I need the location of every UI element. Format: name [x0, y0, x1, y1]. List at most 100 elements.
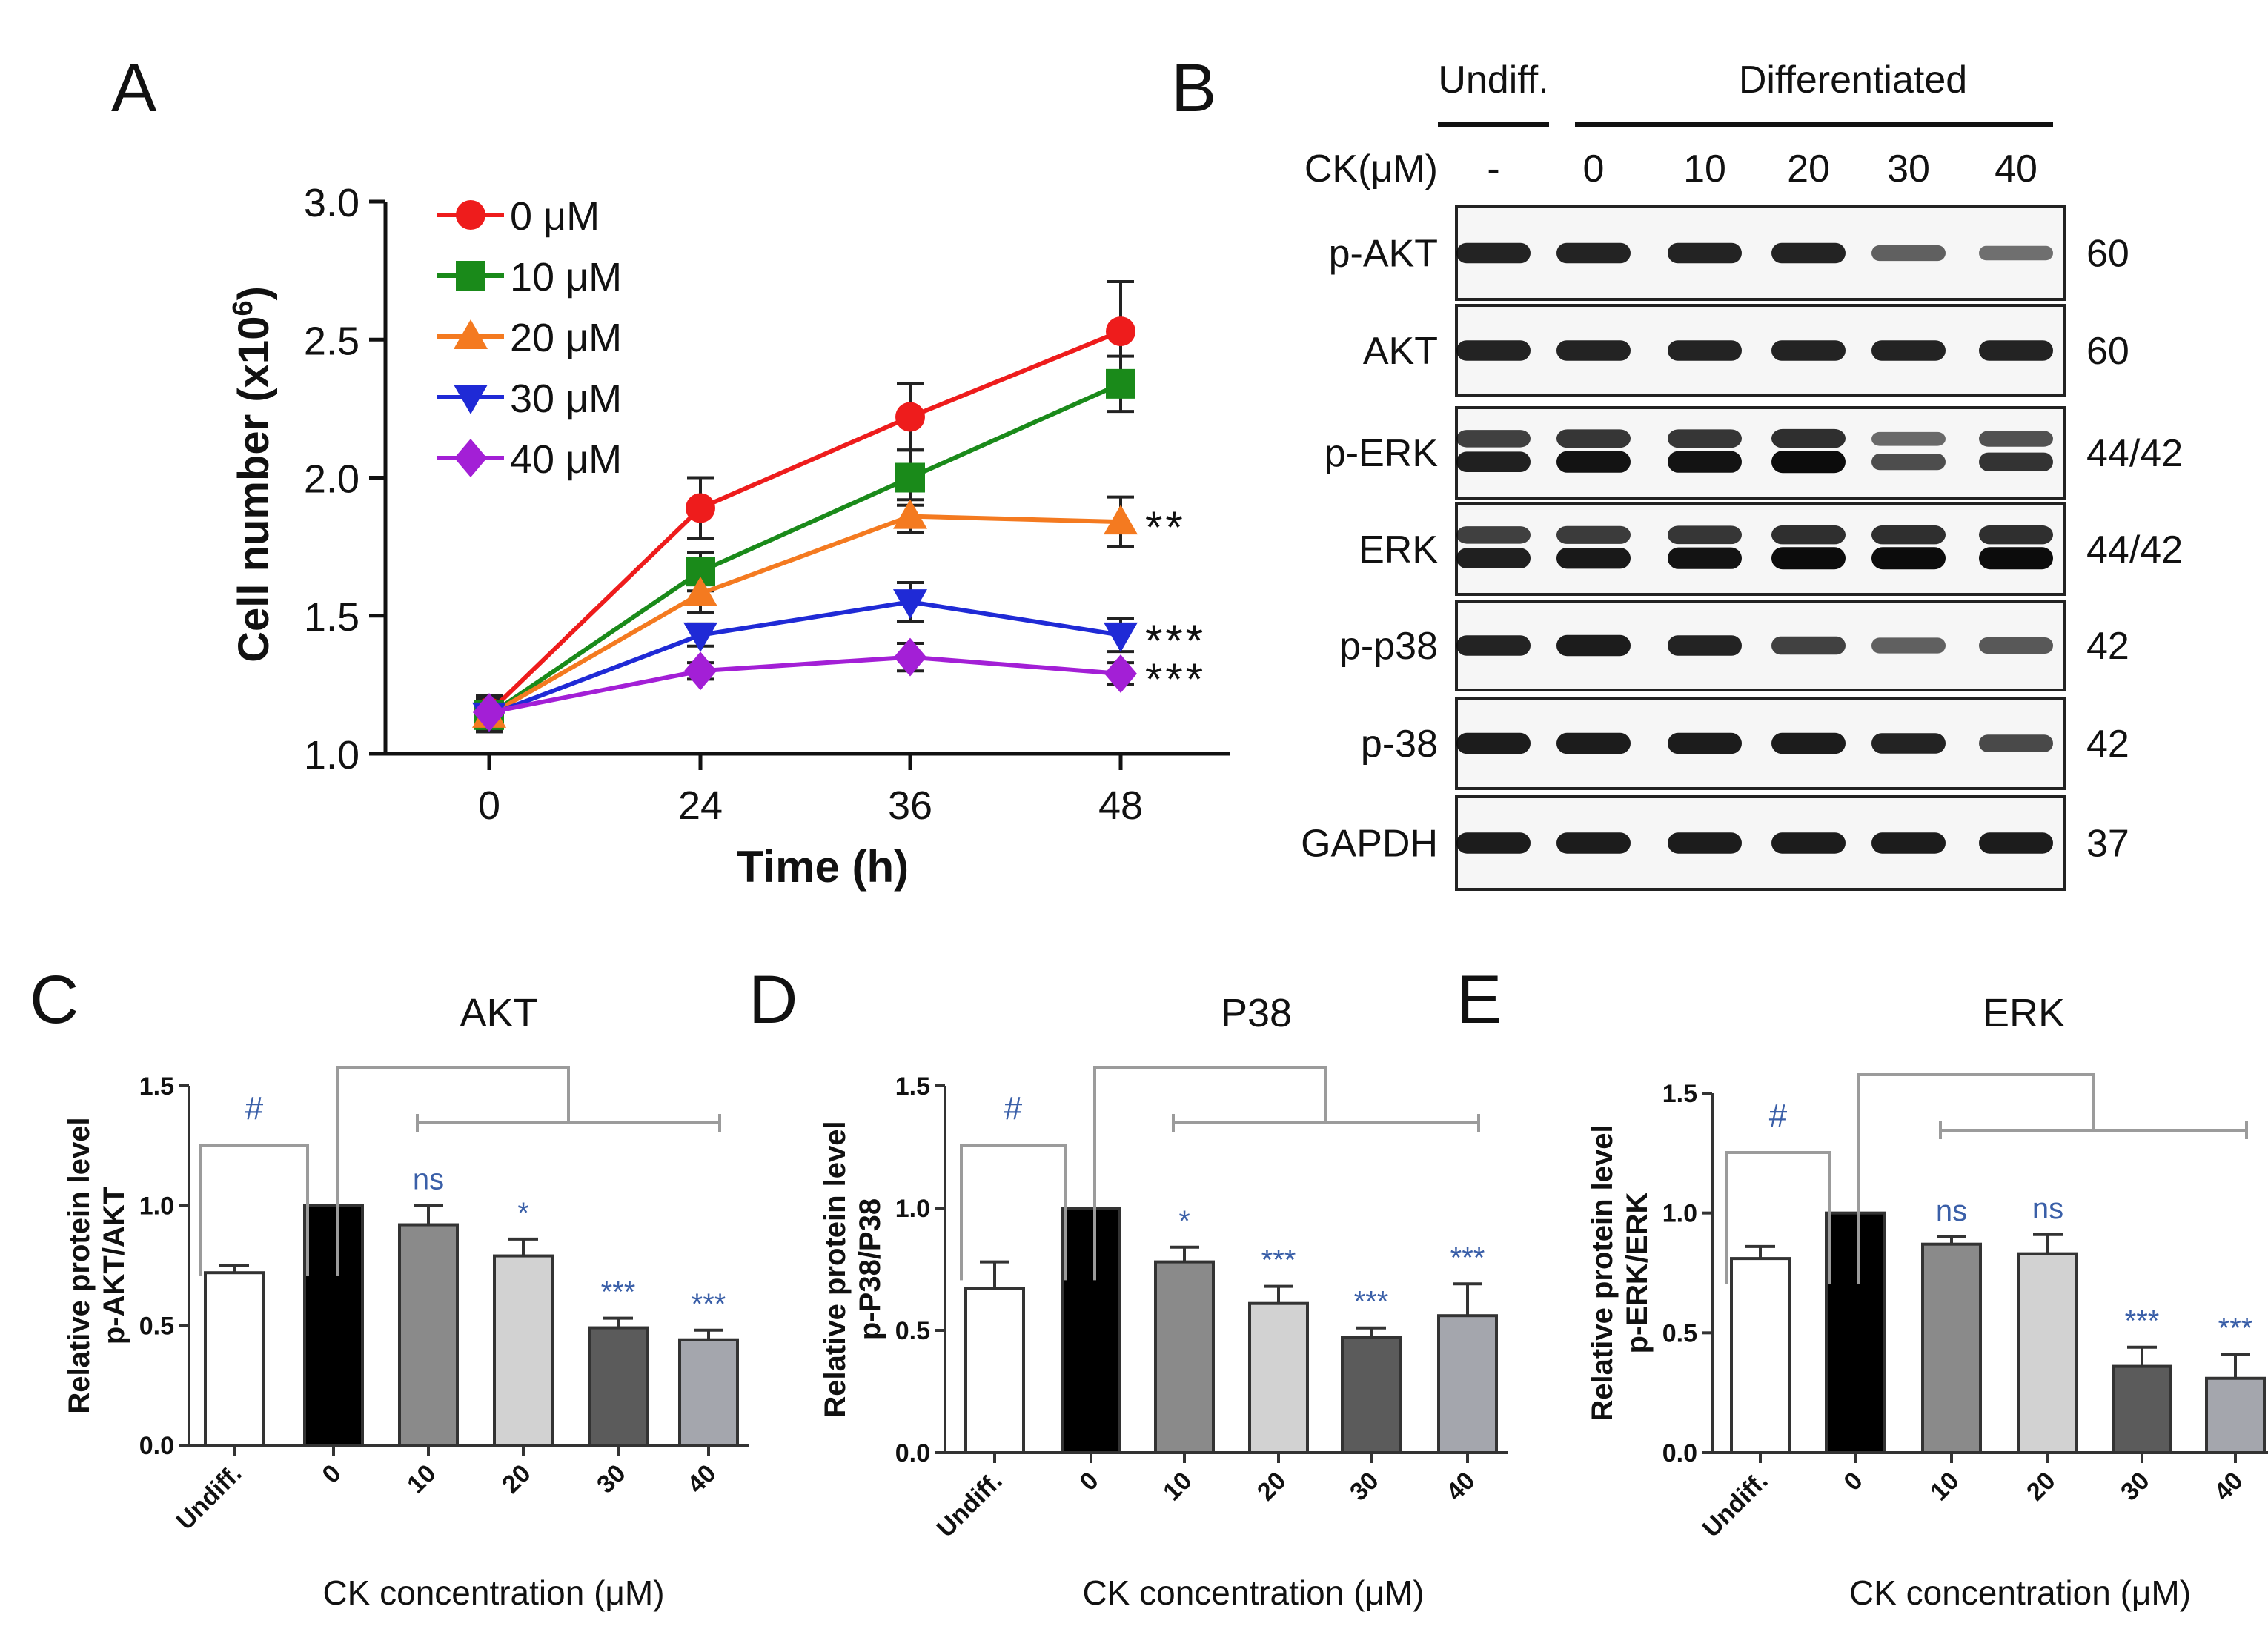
bar-x-axis-label: CK concentration (μM): [322, 1573, 664, 1612]
panel-a-data-point: [895, 462, 925, 493]
blot-band: [1871, 832, 1946, 854]
blot-band: [1456, 526, 1531, 544]
panel-label-e: E: [1456, 962, 1502, 1038]
blot-band: [1979, 832, 2053, 854]
panel-a-series-line: [488, 654, 1121, 715]
bar: [1154, 1260, 1215, 1454]
blot-panel: [1455, 502, 2066, 596]
bar-significance: ns: [2032, 1193, 2063, 1225]
panel-a-legend-marker: [454, 439, 487, 477]
blot-band: [1456, 242, 1531, 264]
bar-bracket: [1093, 1066, 1327, 1281]
panel-a-significance: ***: [1145, 654, 1206, 704]
blot-band: [1556, 340, 1631, 361]
bar-x-tick-label: 30: [1344, 1467, 1385, 1507]
panel-a-line-chart: Cell number (x106) Time (h) 1.0 1.5 2.0 2.5…: [228, 181, 1230, 892]
bar-y-axis-label: Relative protein level: [63, 1117, 96, 1413]
blot-band: [1871, 431, 1946, 446]
panel-a-y-tick-label: 2.5: [304, 319, 359, 363]
bar-bracket: [336, 1066, 570, 1277]
blot-band: [1979, 637, 2053, 654]
panel-a-data-point: [473, 693, 505, 732]
bar-x-tick-label: 0: [1838, 1467, 1868, 1496]
bar-x-tick-label: 40: [2209, 1467, 2249, 1507]
panel-a-significance: **: [1145, 502, 1186, 552]
panel-a-x-axis-label: Time (h): [737, 842, 909, 892]
blot-band: [1771, 340, 1846, 361]
panel-a-legend-marker: [454, 319, 488, 349]
blot-row-label: p-ERK: [1324, 432, 1438, 475]
bar-y-tick-label: 1.0: [895, 1195, 930, 1223]
panel-a-data-point: [894, 637, 926, 677]
blot-band: [1456, 451, 1531, 472]
bar: [588, 1326, 649, 1447]
blot-band: [1771, 832, 1846, 854]
panel-a-y-tick-label: 3.0: [304, 181, 359, 225]
bar-significance: *: [517, 1197, 529, 1230]
panel-a-data-point: [686, 493, 715, 523]
panel-a-x-tick-label: 36: [888, 783, 932, 828]
panel-a-x-tick-label: 48: [1098, 783, 1143, 828]
blot-group-differentiated: Differentiated: [1739, 59, 1967, 102]
bar-significance: *: [1178, 1205, 1190, 1238]
bar-bracket: [1857, 1073, 2095, 1284]
bar-significance: ns: [413, 1164, 444, 1196]
bar-x-tick-label: 10: [1158, 1467, 1198, 1507]
bar: [2205, 1376, 2266, 1455]
bar-y-tick-label: 0.0: [1662, 1439, 1697, 1467]
bar: [1061, 1207, 1121, 1454]
blot-band: [1556, 242, 1631, 264]
bar-bracket: [199, 1144, 309, 1277]
bar: [1730, 1257, 1791, 1454]
panel-a-y-tick-label: 1.0: [304, 733, 359, 777]
blot-lane-label: 0: [1583, 147, 1605, 190]
panel-a-legend-label: 10 μM: [510, 255, 622, 299]
panel-a-legend-label: 40 μM: [510, 437, 622, 482]
blot-panel: [1455, 304, 2066, 397]
blot-row-label: GAPDH: [1301, 823, 1438, 866]
panel-label-a: A: [111, 50, 157, 126]
panel-a-series-line: [488, 382, 1122, 717]
blot-band: [1556, 451, 1631, 473]
bar-y-axis-label: Relative protein level: [1586, 1124, 1619, 1421]
bar: [678, 1338, 739, 1447]
blot-band: [1668, 242, 1742, 264]
blot-band: [1979, 245, 2053, 261]
bar-x-tick-label: 40: [682, 1459, 722, 1499]
bar-x-tick-label: 30: [591, 1459, 631, 1499]
blot-band: [1771, 242, 1846, 264]
blot-kda-label: 42: [2086, 625, 2129, 668]
panel-a-series-line: [487, 329, 1122, 714]
bar-significance: ***: [2218, 1312, 2253, 1344]
bar-x-tick-label: Undiff.: [932, 1467, 1008, 1543]
bar: [964, 1287, 1025, 1455]
blot-kda-label: 60: [2086, 330, 2129, 373]
panel-a-legend-label: 0 μM: [510, 194, 600, 239]
bar-x-tick-label: 20: [497, 1459, 537, 1499]
panel-label-b: B: [1171, 50, 1216, 126]
bar-chart-title: AKT: [460, 991, 537, 1035]
bar: [1248, 1301, 1309, 1454]
blot-band: [1456, 832, 1531, 854]
blot-band: [1668, 429, 1742, 448]
panel-a-legend-marker: [456, 261, 485, 291]
bar-y-axis-label: p-ERK/ERK: [1621, 1193, 1654, 1354]
panel-a-data-point: [1104, 654, 1137, 693]
blot-lane-label: 30: [1887, 147, 1930, 190]
bar-x-tick-label: 10: [402, 1459, 442, 1499]
blot-band: [1871, 340, 1946, 361]
bar-x-axis-label: CK concentration (μM): [1849, 1573, 2191, 1612]
panel-e-bar-chart: ERK Relative protein level p-ERK/ERK 0.0 0.5…: [1586, 991, 2268, 1612]
bar-bracket: [960, 1144, 1067, 1281]
blot-band: [1979, 431, 2053, 447]
blot-kda-label: 44/42: [2086, 432, 2183, 475]
blot-band: [1771, 428, 1846, 448]
blot-band: [1668, 832, 1742, 854]
blot-band: [1871, 454, 1946, 471]
bar-x-tick-label: 40: [1441, 1467, 1481, 1507]
blot-panel: [1455, 205, 2066, 301]
panel-a-data-point: [895, 402, 925, 432]
bar-significance: ns: [1936, 1195, 1967, 1227]
bar-significance: ***: [1354, 1286, 1389, 1318]
